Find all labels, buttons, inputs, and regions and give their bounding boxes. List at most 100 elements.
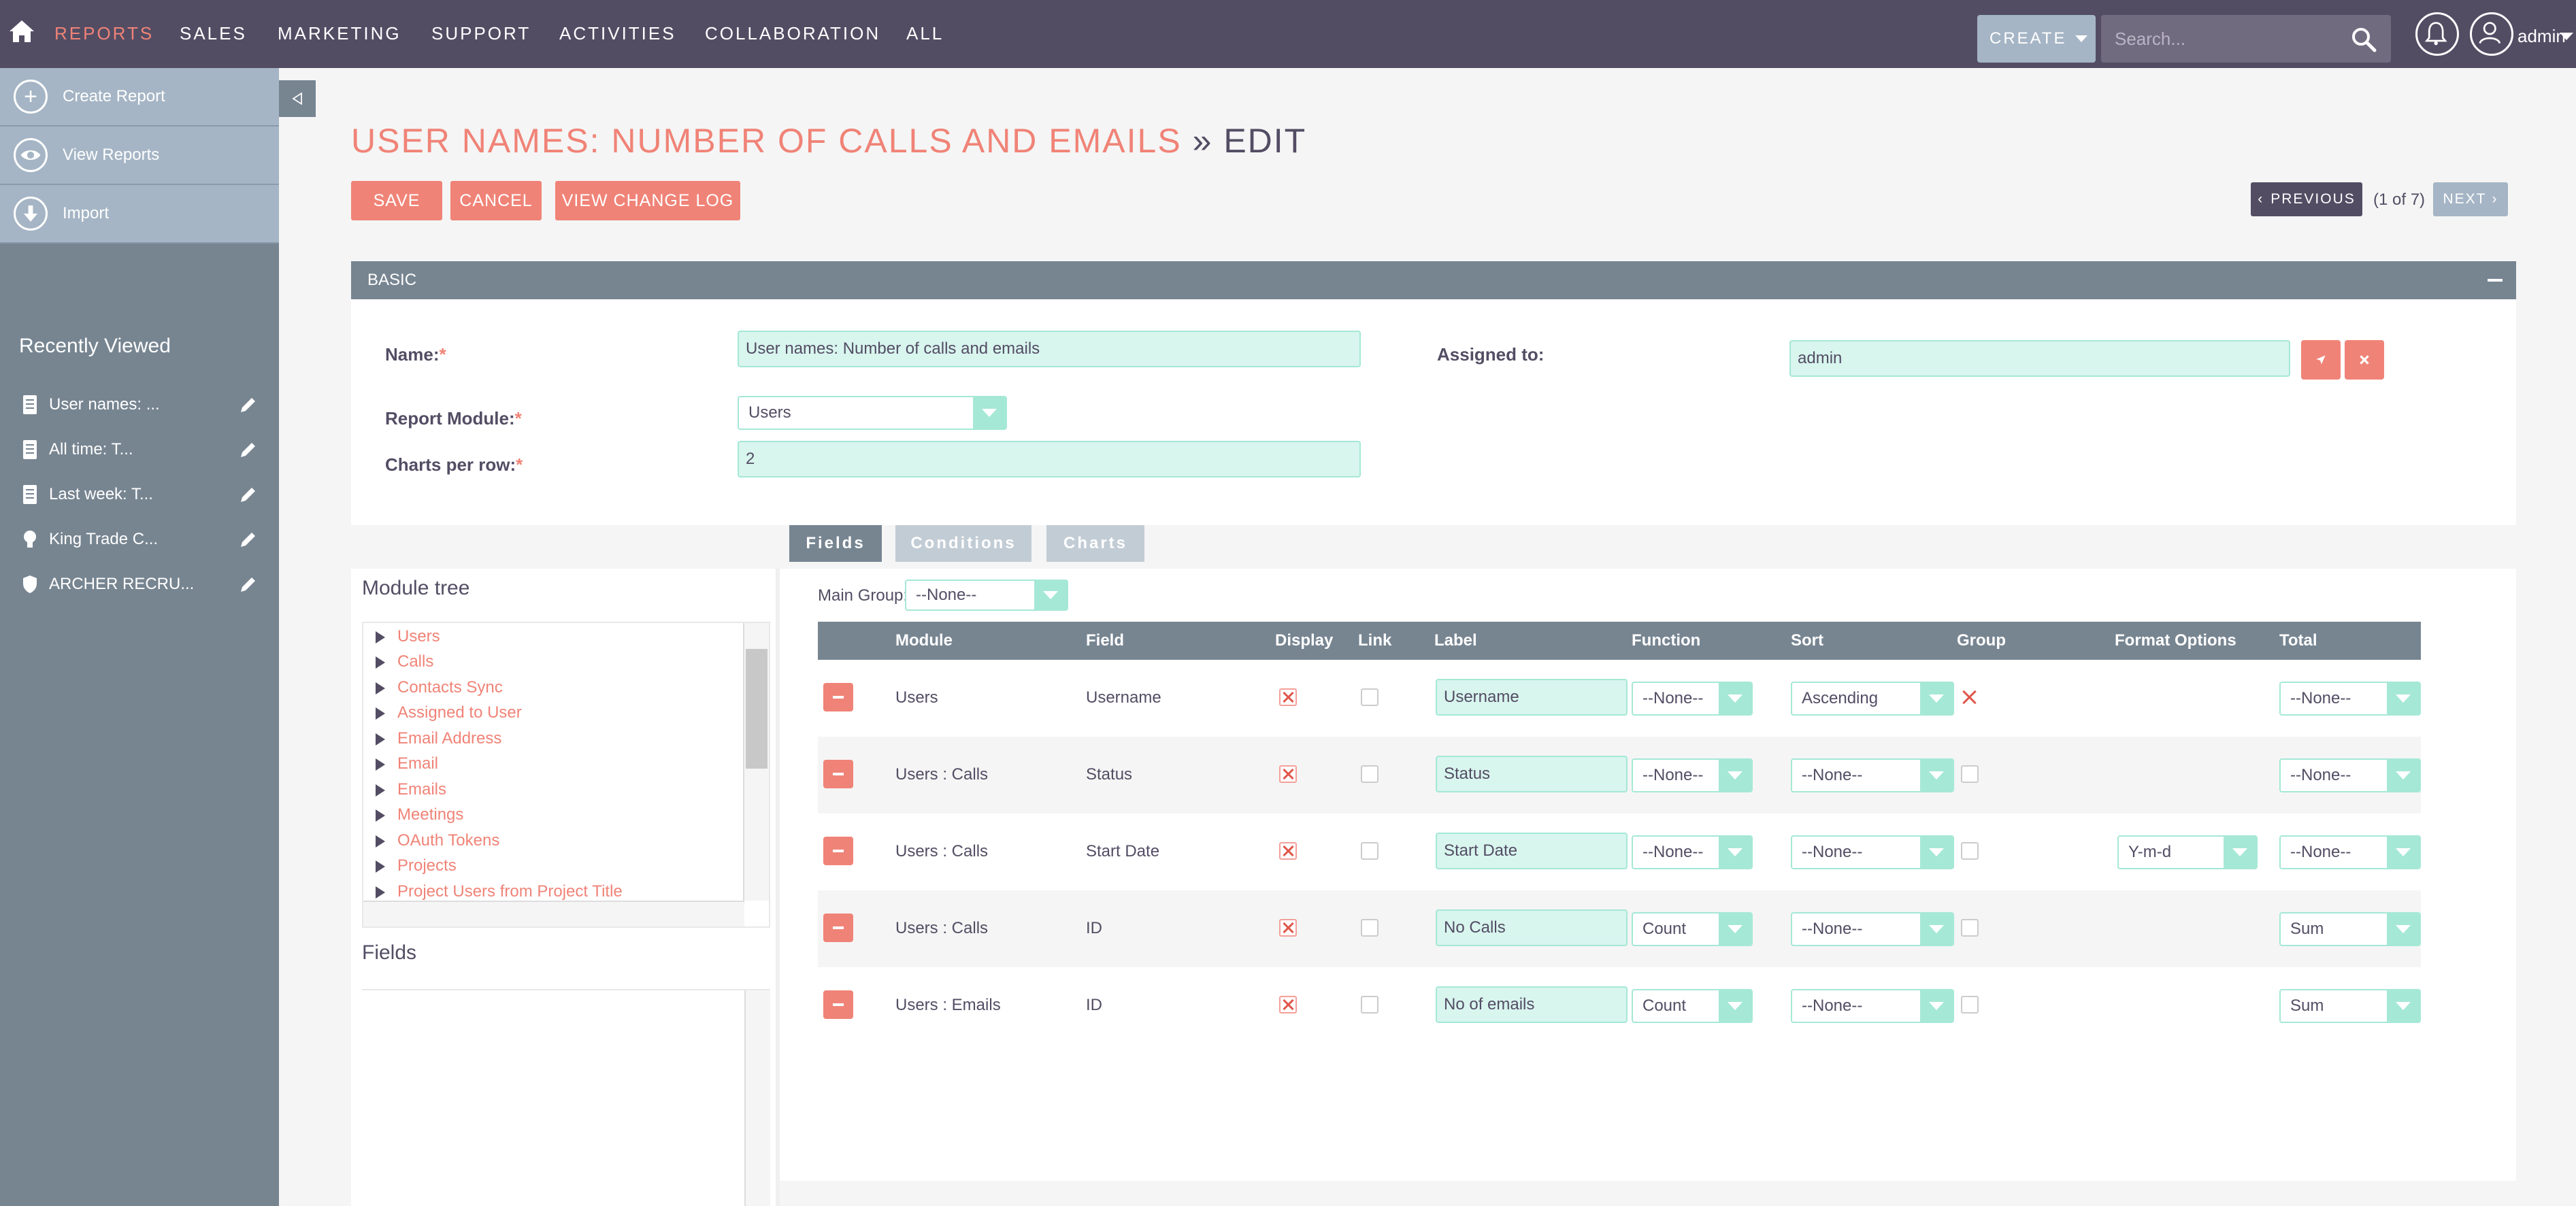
cancel-button[interactable]: CANCEL	[450, 181, 542, 220]
tree-vertical-scrollbar[interactable]	[743, 623, 769, 901]
main-group-select[interactable]: --None--	[905, 580, 1068, 611]
assigned-to-field[interactable]: admin	[1789, 340, 2290, 377]
group-checkbox[interactable]	[1961, 842, 1979, 860]
recent-item[interactable]: User names: ...	[0, 382, 279, 427]
display-checkbox[interactable]	[1279, 842, 1297, 860]
report-module-select[interactable]: Users	[738, 396, 1007, 430]
tree-item-emails[interactable]: Emails	[376, 780, 446, 799]
caret-down-icon[interactable]	[2560, 33, 2573, 40]
total-select[interactable]: Sum	[2279, 912, 2421, 946]
remove-row-button[interactable]	[823, 914, 853, 942]
pencil-icon[interactable]	[238, 395, 259, 415]
tab-fields[interactable]: Fields	[789, 525, 882, 562]
charts-per-row-field[interactable]: 2	[738, 441, 1361, 478]
search-input[interactable]	[2101, 15, 2346, 63]
nav-all[interactable]: ALL	[906, 23, 944, 44]
tree-item-projects[interactable]: Projects	[376, 856, 457, 875]
recent-item[interactable]: All time: T...	[0, 427, 279, 472]
nav-support[interactable]: SUPPORT	[431, 23, 531, 44]
sort-select[interactable]: --None--	[1791, 835, 1954, 869]
total-select[interactable]: --None--	[2279, 682, 2421, 716]
nav-activities[interactable]: ACTIVITIES	[559, 23, 676, 44]
scrollbar-thumb[interactable]	[746, 649, 767, 769]
recent-item[interactable]: King Trade C...	[0, 517, 279, 562]
label-input[interactable]: Start Date	[1436, 833, 1628, 869]
sort-select[interactable]: --None--	[1791, 912, 1954, 946]
select-user-button[interactable]	[2301, 340, 2341, 380]
nav-sales[interactable]: SALES	[180, 23, 247, 44]
tree-item-users[interactable]: Users	[376, 627, 440, 646]
basic-panel-header[interactable]: BASIC	[351, 261, 2516, 299]
label-input[interactable]: No of emails	[1436, 986, 1628, 1023]
group-checkbox[interactable]	[1961, 919, 1979, 937]
create-button[interactable]: CREATE	[1977, 15, 2096, 63]
function-select[interactable]: Count	[1632, 912, 1753, 946]
tab-charts[interactable]: Charts	[1046, 525, 1144, 562]
total-select[interactable]: --None--	[2279, 835, 2421, 869]
sort-select[interactable]: --None--	[1791, 758, 1954, 792]
group-checkbox[interactable]	[1961, 688, 1979, 706]
function-select[interactable]: Count	[1632, 989, 1753, 1023]
sort-select[interactable]: Ascending	[1791, 682, 1954, 716]
link-checkbox[interactable]	[1361, 765, 1378, 783]
sidebar-import[interactable]: Import	[0, 185, 279, 244]
sidebar-collapse-button[interactable]	[279, 80, 316, 117]
pencil-icon[interactable]	[238, 574, 259, 594]
recent-item[interactable]: Last week: T...	[0, 472, 279, 517]
tree-item-calls[interactable]: Calls	[376, 652, 433, 671]
function-select[interactable]: --None--	[1632, 682, 1753, 716]
clear-user-button[interactable]	[2345, 340, 2384, 380]
tree-item-contacts-sync[interactable]: Contacts Sync	[376, 678, 503, 697]
sidebar-view-reports[interactable]: View Reports	[0, 127, 279, 185]
pencil-icon[interactable]	[238, 484, 259, 505]
link-checkbox[interactable]	[1361, 688, 1378, 706]
remove-row-button[interactable]	[823, 837, 853, 865]
search-icon[interactable]	[2350, 26, 2377, 53]
display-checkbox[interactable]	[1279, 919, 1297, 937]
tree-item-project-users[interactable]: Project Users from Project Title	[376, 882, 623, 901]
function-select[interactable]: --None--	[1632, 758, 1753, 792]
name-field[interactable]: User names: Number of calls and emails	[738, 331, 1361, 367]
link-checkbox[interactable]	[1361, 996, 1378, 1014]
view-change-log-button[interactable]: VIEW CHANGE LOG	[555, 181, 740, 220]
sidebar-create-report[interactable]: + Create Report	[0, 68, 279, 127]
user-menu-label[interactable]: admin	[2517, 26, 2566, 46]
nav-collaboration[interactable]: COLLABORATION	[705, 23, 881, 44]
minus-icon[interactable]	[2488, 279, 2503, 282]
tree-item-email-address[interactable]: Email Address	[376, 729, 501, 748]
sort-select[interactable]: --None--	[1791, 989, 1954, 1023]
notifications-bell-icon[interactable]	[2415, 12, 2459, 56]
tree-item-assigned-to-user[interactable]: Assigned to User	[376, 703, 522, 722]
remove-row-button[interactable]	[823, 683, 853, 711]
pencil-icon[interactable]	[238, 439, 259, 460]
format-options-select[interactable]: Y-m-d	[2117, 835, 2258, 869]
tree-horizontal-scrollbar[interactable]	[363, 901, 744, 926]
display-checkbox[interactable]	[1279, 765, 1297, 783]
tree-item-meetings[interactable]: Meetings	[376, 805, 463, 824]
user-avatar-icon[interactable]	[2470, 12, 2513, 56]
home-icon[interactable]	[8, 18, 35, 45]
previous-button[interactable]: ‹ PREVIOUS	[2251, 182, 2362, 216]
recent-item[interactable]: ARCHER RECRU...	[0, 562, 279, 607]
display-checkbox[interactable]	[1279, 688, 1297, 706]
group-checkbox[interactable]	[1961, 765, 1979, 783]
next-button[interactable]: NEXT ›	[2433, 182, 2508, 216]
nav-marketing[interactable]: MARKETING	[278, 23, 401, 44]
remove-row-button[interactable]	[823, 990, 853, 1019]
total-select[interactable]: Sum	[2279, 989, 2421, 1023]
total-select[interactable]: --None--	[2279, 758, 2421, 792]
tab-conditions[interactable]: Conditions	[895, 525, 1031, 562]
save-button[interactable]: SAVE	[351, 181, 442, 220]
link-checkbox[interactable]	[1361, 842, 1378, 860]
tree-item-oauth-tokens[interactable]: OAuth Tokens	[376, 831, 499, 850]
label-input[interactable]: Username	[1436, 679, 1628, 716]
function-select[interactable]: --None--	[1632, 835, 1753, 869]
display-checkbox[interactable]	[1279, 996, 1297, 1014]
nav-reports[interactable]: REPORTS	[54, 23, 154, 44]
remove-row-button[interactable]	[823, 760, 853, 788]
label-input[interactable]: Status	[1436, 756, 1628, 792]
group-checkbox[interactable]	[1961, 996, 1979, 1014]
fields-vertical-scrollbar[interactable]	[744, 990, 770, 1206]
tree-item-email[interactable]: Email	[376, 754, 438, 773]
pencil-icon[interactable]	[238, 529, 259, 550]
